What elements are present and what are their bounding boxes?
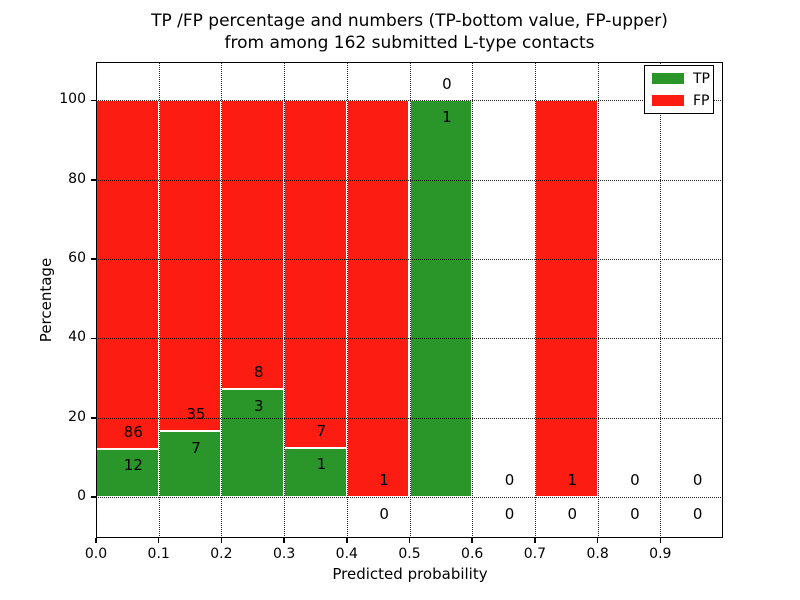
chart-title-line2: from among 162 submitted L-type contacts	[224, 33, 595, 53]
tp-count-label-bin-5: 1	[442, 108, 452, 127]
fp-count-label-bin-5: 0	[442, 74, 452, 93]
fp-bar-bin-0	[96, 100, 159, 449]
fp-count-label-bin-1: 35	[186, 405, 206, 424]
x-tick-label-0.9: 0.9	[649, 546, 672, 562]
tp-count-label-bin-9: 0	[692, 504, 703, 523]
fp-count-label-bin-8: 0	[630, 471, 640, 490]
y-tick-label-0: 0	[77, 488, 86, 505]
fp-bar-bin-2	[221, 100, 285, 389]
x-tick-label-0.3: 0.3	[272, 546, 296, 562]
fp-count-label-bin-0: 86	[123, 423, 143, 442]
tp-count-label-bin-4: 0	[379, 504, 389, 523]
x-tick-label-0.8: 0.8	[586, 546, 609, 562]
x-gridline-0.4	[346, 62, 348, 538]
x-tick-label-0.0: 0.0	[84, 546, 108, 562]
y-tick-label-20: 20	[68, 408, 86, 425]
y-tick-80	[91, 179, 96, 181]
legend-label-fp: FP	[693, 92, 710, 109]
x-gridline-0.9	[660, 62, 662, 538]
x-axis-label: Predicted probability	[332, 565, 488, 583]
fp-count-label-bin-6: 0	[504, 471, 515, 490]
tp-count-label-bin-3: 1	[316, 455, 327, 474]
x-tick-0.9	[659, 538, 662, 543]
legend: TP FP	[644, 65, 714, 114]
tp-count-label-bin-1: 7	[191, 438, 201, 457]
x-tick-0.6	[471, 538, 473, 543]
x-tick-0.1	[157, 538, 160, 543]
y-tick-20	[91, 417, 96, 419]
x-gridline-0.3	[284, 62, 286, 538]
x-gridline-0.6	[472, 62, 474, 538]
fp-count-label-bin-9: 0	[692, 471, 703, 490]
fp-count-label-bin-7: 1	[567, 471, 578, 490]
tp-bar-bin-5	[409, 100, 473, 498]
fp-bar-bin-7	[534, 100, 598, 498]
fp-bar-bin-1	[158, 100, 222, 431]
x-tick-label-0.4: 0.4	[335, 546, 358, 562]
y-tick-0	[91, 496, 96, 498]
tp-bar-bin-3	[284, 447, 347, 498]
tp-count-label-bin-7: 0	[567, 504, 578, 523]
x-tick-label-0.5: 0.5	[398, 546, 421, 562]
fp-bar-bin-4	[346, 100, 410, 498]
legend-label-tp: TP	[693, 70, 710, 87]
x-tick-0.8	[596, 538, 599, 543]
y-tick-label-40: 40	[68, 329, 86, 346]
y-tick-40	[91, 337, 96, 340]
tp-bar-bin-1	[158, 430, 222, 498]
x-gridline-0.5	[409, 62, 411, 538]
tp-bar-bin-2	[221, 388, 285, 498]
x-gridline-0.1	[158, 62, 160, 538]
x-gridline-0.2	[221, 62, 223, 538]
x-tick-0.0	[95, 538, 97, 543]
tp-count-label-bin-2: 3	[253, 396, 264, 415]
x-tick-0.4	[346, 538, 348, 543]
y-tick-label-60: 60	[68, 250, 86, 267]
x-tick-label-0.1: 0.1	[147, 546, 170, 562]
chart-title-line1: TP /FP percentage and numbers (TP-bottom…	[151, 11, 668, 31]
x-gridline-0.7	[534, 62, 536, 538]
tp-count-label-bin-0: 12	[123, 456, 143, 475]
x-tick-label-0.7: 0.7	[523, 546, 547, 562]
y-tick-label-80: 80	[68, 170, 86, 187]
x-tick-0.7	[534, 538, 536, 543]
tp-count-label-bin-6: 0	[504, 504, 515, 523]
legend-item-fp: FP	[652, 94, 710, 108]
x-tick-0.3	[283, 538, 285, 543]
fp-count-label-bin-4: 1	[379, 471, 389, 490]
fp-count-label-bin-3: 7	[316, 421, 327, 440]
x-tick-0.2	[220, 538, 223, 543]
x-tick-label-0.2: 0.2	[210, 546, 233, 562]
x-gridline-0.8	[597, 62, 599, 538]
x-tick-label-0.6: 0.6	[461, 546, 484, 562]
tp-bar-bin-0	[96, 448, 159, 498]
y-tick-label-100: 100	[59, 91, 86, 108]
tp-color-swatch	[652, 73, 684, 84]
y-tick-60	[91, 258, 96, 260]
tp-count-label-bin-8: 0	[630, 504, 640, 523]
legend-item-tp: TP	[652, 72, 710, 86]
y-tick-100	[91, 99, 96, 102]
x-tick-0.5	[408, 538, 411, 543]
fp-bar-bin-3	[284, 100, 347, 448]
fp-color-swatch	[652, 95, 684, 106]
fp-count-label-bin-2: 8	[253, 363, 264, 382]
